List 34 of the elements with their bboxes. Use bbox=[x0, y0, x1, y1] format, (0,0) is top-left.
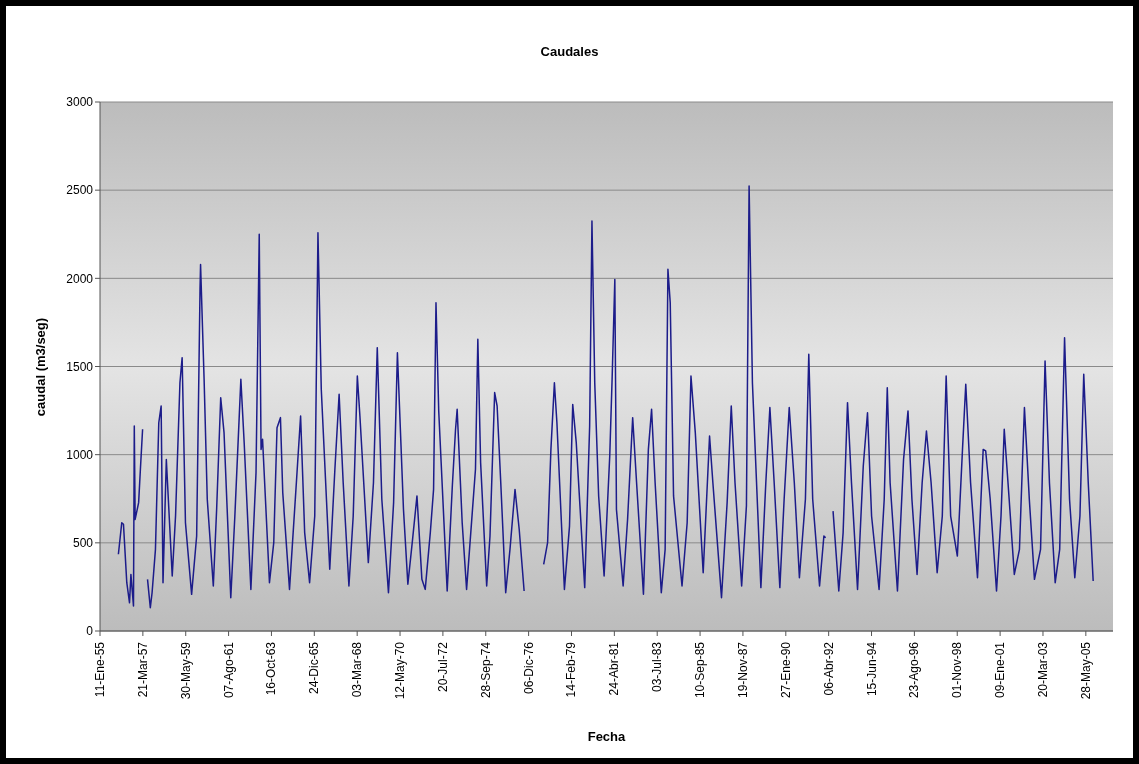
chart-title: Caudales bbox=[539, 44, 600, 59]
x-tick-label: 28-May-05 bbox=[1078, 641, 1093, 700]
x-tick-label: 24-Abr-81 bbox=[607, 641, 622, 696]
x-tick-label: 30-May-59 bbox=[178, 641, 193, 700]
x-tick-label: 20-Jul-72 bbox=[435, 641, 450, 693]
x-tick-label: 10-Sep-85 bbox=[693, 641, 708, 699]
y-tick-label: 3000 bbox=[66, 95, 94, 110]
x-tick-label: 06-Abr-92 bbox=[821, 641, 836, 696]
x-tick-label: 23-Ago-96 bbox=[907, 641, 922, 699]
x-tick-label: 01-Nov-98 bbox=[950, 641, 965, 699]
y-tick-label: 2000 bbox=[66, 271, 94, 286]
x-tick-label: 06-Dic-76 bbox=[521, 641, 536, 695]
x-tick-label: 19-Nov-87 bbox=[735, 641, 750, 699]
x-tick-label: 28-Sep-74 bbox=[478, 641, 493, 699]
x-tick-label: 20-Mar-03 bbox=[1035, 641, 1050, 698]
x-tick-label: 09-Ene-01 bbox=[993, 641, 1008, 699]
x-tick-label: 16-Oct-63 bbox=[264, 641, 279, 696]
y-tick-label: 2500 bbox=[66, 183, 94, 198]
y-axis-title: caudal (m3/seg) bbox=[32, 317, 48, 416]
x-tick-label: 15-Jun-94 bbox=[864, 641, 879, 697]
x-tick-label: 11-Ene-55 bbox=[93, 641, 107, 698]
x-axis-title: Fecha bbox=[586, 729, 627, 744]
x-tick-label: 21-Mar-57 bbox=[135, 641, 150, 698]
x-tick-label: 14-Feb-79 bbox=[564, 641, 579, 698]
x-tick-label: 27-Ene-90 bbox=[778, 641, 793, 699]
y-tick-label: 500 bbox=[72, 536, 94, 551]
x-tick-label: 03-Mar-68 bbox=[350, 641, 365, 698]
x-tick-label: 12-May-70 bbox=[393, 641, 408, 700]
x-tick-label: 03-Jul-83 bbox=[650, 641, 665, 693]
x-tick-label: 24-Dic-65 bbox=[307, 641, 322, 695]
y-tick-label: 1500 bbox=[66, 359, 94, 374]
x-tick-label: 07-Ago-61 bbox=[221, 641, 236, 699]
y-tick-label: 0 bbox=[86, 624, 94, 639]
y-tick-label: 1000 bbox=[66, 447, 94, 462]
